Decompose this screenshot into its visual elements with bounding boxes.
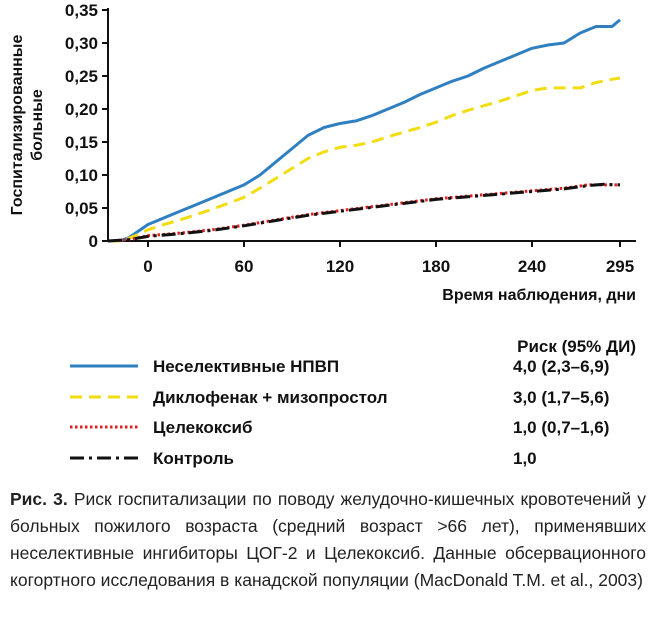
series-line-4 bbox=[107, 182, 621, 243]
legend-risk-3: 1,0 (0,7–1,6) bbox=[513, 418, 609, 437]
legend-label-4: Контроль bbox=[153, 449, 234, 468]
y-tick-label: 0,05 bbox=[65, 199, 98, 218]
y-tick-label: 0,30 bbox=[65, 34, 98, 53]
x-tick-label: 295 bbox=[606, 257, 634, 276]
chart: Госпитализированные больные 0 0,05 0,10 0,1… bbox=[9, 1, 636, 468]
x-axis-title: Время наблюдения, дни bbox=[442, 287, 636, 304]
y-axis-title: Госпитализированные больные bbox=[9, 35, 46, 216]
legend-label-3: Целекоксиб bbox=[153, 418, 252, 437]
legend-risk-1: 4,0 (2,3–6,9) bbox=[513, 357, 609, 376]
y-tick-label: 0 bbox=[89, 232, 98, 251]
x-tick-label: 60 bbox=[235, 257, 254, 276]
y-tick-label: 0,10 bbox=[65, 166, 98, 185]
legend-risk-2: 3,0 (1,7–5,6) bbox=[513, 388, 609, 407]
y-tick-label: 0,25 bbox=[65, 67, 98, 86]
caption-text: Риск госпитализации по поводу желудочно-… bbox=[10, 489, 646, 590]
y-tick-label: 0,20 bbox=[65, 100, 98, 119]
series-line-1 bbox=[108, 18, 621, 243]
legend-risk-4: 1,0 bbox=[513, 449, 537, 468]
y-tick-label: 0,15 bbox=[65, 133, 98, 152]
y-tick-label: 0,35 bbox=[65, 1, 98, 20]
series-line-3 bbox=[107, 183, 620, 243]
legend-label-2: Диклофенак + мизопростол bbox=[153, 388, 388, 407]
legend-label-1: Неселективные НПВП bbox=[153, 357, 339, 376]
x-tick-label: 0 bbox=[143, 257, 152, 276]
caption-label: Рис. 3. bbox=[10, 489, 68, 509]
series-line-2 bbox=[108, 76, 621, 243]
figure-caption: Рис. 3. Риск госпитализации по поводу же… bbox=[10, 486, 646, 594]
y-axis-title-line1: Госпитализированные bbox=[9, 35, 26, 216]
y-axis-title-line2: больные bbox=[29, 89, 46, 161]
series-group bbox=[107, 18, 621, 243]
x-tick-label: 180 bbox=[422, 257, 450, 276]
legend: Неселективные НПВП 4,0 (2,3–6,9) Диклофена… bbox=[70, 357, 609, 468]
axes: 0 0,05 0,10 0,15 0,20 0,25 0,30 0,35 0 60 120 180 24… bbox=[65, 1, 636, 276]
legend-header: Риск (95% ДИ) bbox=[517, 337, 636, 356]
x-tick-label: 120 bbox=[326, 257, 354, 276]
x-tick-label: 240 bbox=[518, 257, 546, 276]
